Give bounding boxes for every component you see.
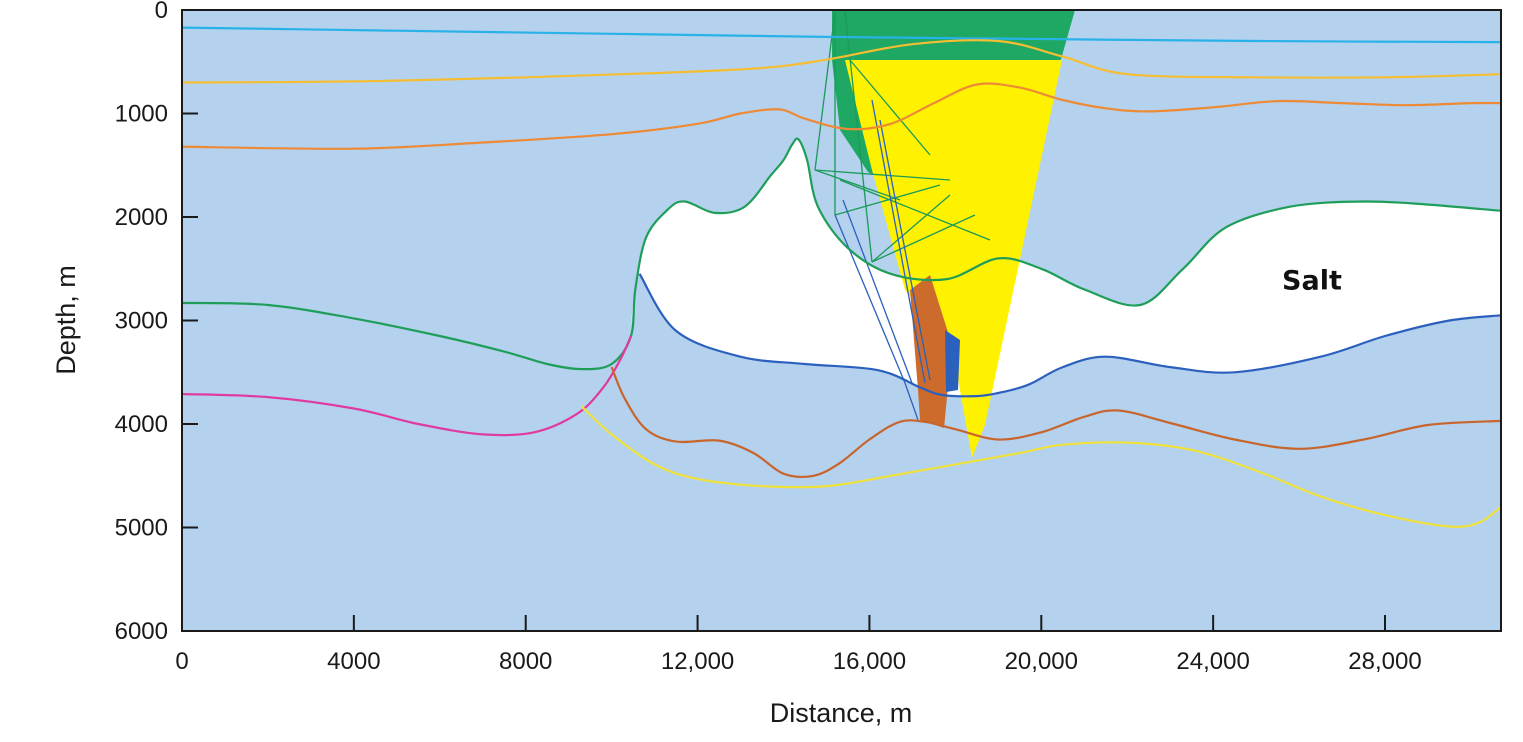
x-tick-label: 4000 [327,648,380,675]
green-ray [814,169,901,201]
blue-ray [842,199,913,384]
yellow-ray-fan [845,60,1062,458]
x-tick-label: 24,000 [1176,648,1249,675]
horizon-line-2 [182,39,1501,84]
horizon-line-8 [580,405,1501,528]
y-tick-label: 4000 [115,411,168,438]
orange-ray-fan [910,275,952,428]
green-ray-lines [814,11,991,263]
x-tick-label: 28,000 [1348,648,1421,675]
y-tick-label: 6000 [115,618,168,645]
x-tick-label: 16,000 [833,648,906,675]
horizon-line-3 [182,82,1501,150]
green-ray [871,194,951,263]
horizon-line-6 [182,335,633,437]
ray-path-fans [814,10,1075,458]
dark-blue-ray-wedge [945,330,960,392]
green-ray [871,214,976,263]
horizon-line-7 [610,366,1501,478]
y-tick-label: 3000 [115,308,168,335]
green-ray [814,169,951,181]
green-ray [834,184,941,216]
x-tick-label: 12,000 [661,648,734,675]
green-ray [839,179,991,241]
y-axis-title: Depth, m [51,265,81,375]
horizon-line-1 [182,26,1501,44]
horizon-lines [182,26,1501,528]
blue-ray [879,119,931,381]
x-tick-label: 0 [175,648,188,675]
blue-ray [834,214,906,384]
y-axis: 0 1000 2000 3000 4000 5000 6000 [115,0,198,645]
horizon-line-5 [638,273,1501,398]
y-tick-label: 0 [155,0,168,24]
x-tick-label: 20,000 [1005,648,1078,675]
green-ray [814,11,836,171]
x-axis-title: Distance, m [770,698,913,728]
blue-ray [904,382,919,421]
y-tick-label: 1000 [115,101,168,128]
x-axis: 0 4000 8000 12,000 16,000 20,000 24,000 28,000 [175,615,1422,675]
x-tick-label: 8000 [499,648,552,675]
green-ray [844,11,873,263]
horizon-line-4 [182,137,1501,371]
green-ray [849,59,931,156]
y-tick-label: 5000 [115,515,168,542]
blue-ray [871,99,926,384]
salt-label: Salt [1282,265,1342,296]
y-tick-label: 2000 [115,204,168,231]
salt-body-region [630,138,1501,397]
blue-ray-lines [834,99,931,421]
